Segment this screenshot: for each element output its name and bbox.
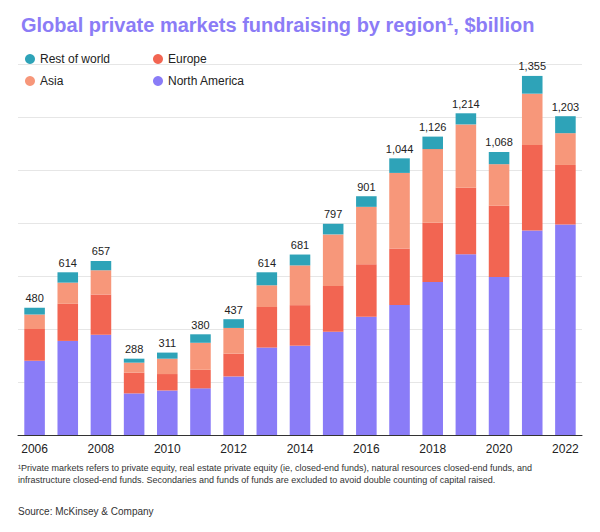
svg-text:614: 614	[59, 257, 77, 269]
svg-text:2006: 2006	[21, 442, 48, 456]
svg-text:380: 380	[191, 319, 209, 331]
svg-text:2012: 2012	[220, 442, 247, 456]
svg-text:2008: 2008	[88, 442, 115, 456]
svg-text:Rest of world: Rest of world	[40, 52, 110, 66]
svg-text:Source: McKinsey & Company: Source: McKinsey & Company	[18, 506, 154, 517]
svg-text:614: 614	[258, 257, 276, 269]
svg-text:797: 797	[324, 208, 342, 220]
svg-text:2020: 2020	[486, 442, 513, 456]
svg-text:288: 288	[125, 343, 143, 355]
svg-text:1,203: 1,203	[552, 101, 580, 113]
svg-text:437: 437	[224, 304, 242, 316]
svg-text:¹Private markets refers to pri: ¹Private markets refers to private equit…	[18, 463, 535, 473]
svg-text:1,126: 1,126	[419, 121, 447, 133]
svg-text:1,214: 1,214	[452, 98, 480, 110]
svg-text:681: 681	[291, 239, 309, 251]
svg-text:infrastructure closed-end fund: infrastructure closed-end funds. Seconda…	[18, 475, 495, 485]
svg-text:Europe: Europe	[168, 52, 207, 66]
svg-text:North America: North America	[168, 74, 244, 88]
svg-text:901: 901	[357, 181, 375, 193]
svg-text:1,355: 1,355	[518, 60, 546, 72]
svg-text:Global private markets fundrai: Global private markets fundraising by re…	[21, 14, 534, 36]
svg-text:311: 311	[159, 337, 177, 349]
svg-text:2010: 2010	[154, 442, 181, 456]
svg-text:657: 657	[92, 245, 110, 257]
svg-text:2014: 2014	[287, 442, 314, 456]
svg-text:1,068: 1,068	[485, 136, 513, 148]
svg-text:Asia: Asia	[40, 74, 64, 88]
svg-text:1,044: 1,044	[386, 143, 414, 155]
svg-text:2018: 2018	[419, 442, 446, 456]
svg-text:480: 480	[25, 292, 43, 304]
svg-text:2016: 2016	[353, 442, 380, 456]
svg-text:2022: 2022	[552, 442, 579, 456]
